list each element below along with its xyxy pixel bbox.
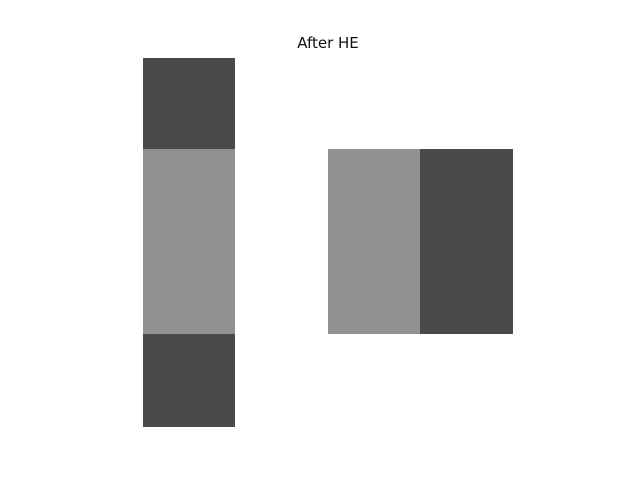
right-block-left-half: [328, 149, 420, 334]
left-column-top-block: [143, 58, 235, 149]
left-column-bottom-block: [143, 334, 235, 427]
left-column-middle-block: [143, 149, 235, 334]
right-block-right-half: [420, 149, 513, 334]
equalized-image: [143, 58, 513, 427]
image-title: After HE: [297, 34, 359, 52]
